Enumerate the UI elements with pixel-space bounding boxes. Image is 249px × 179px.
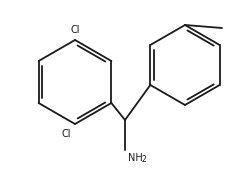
Text: Cl: Cl — [62, 129, 71, 139]
Text: 2: 2 — [141, 155, 146, 164]
Text: NH: NH — [128, 153, 143, 163]
Text: Cl: Cl — [70, 25, 80, 35]
